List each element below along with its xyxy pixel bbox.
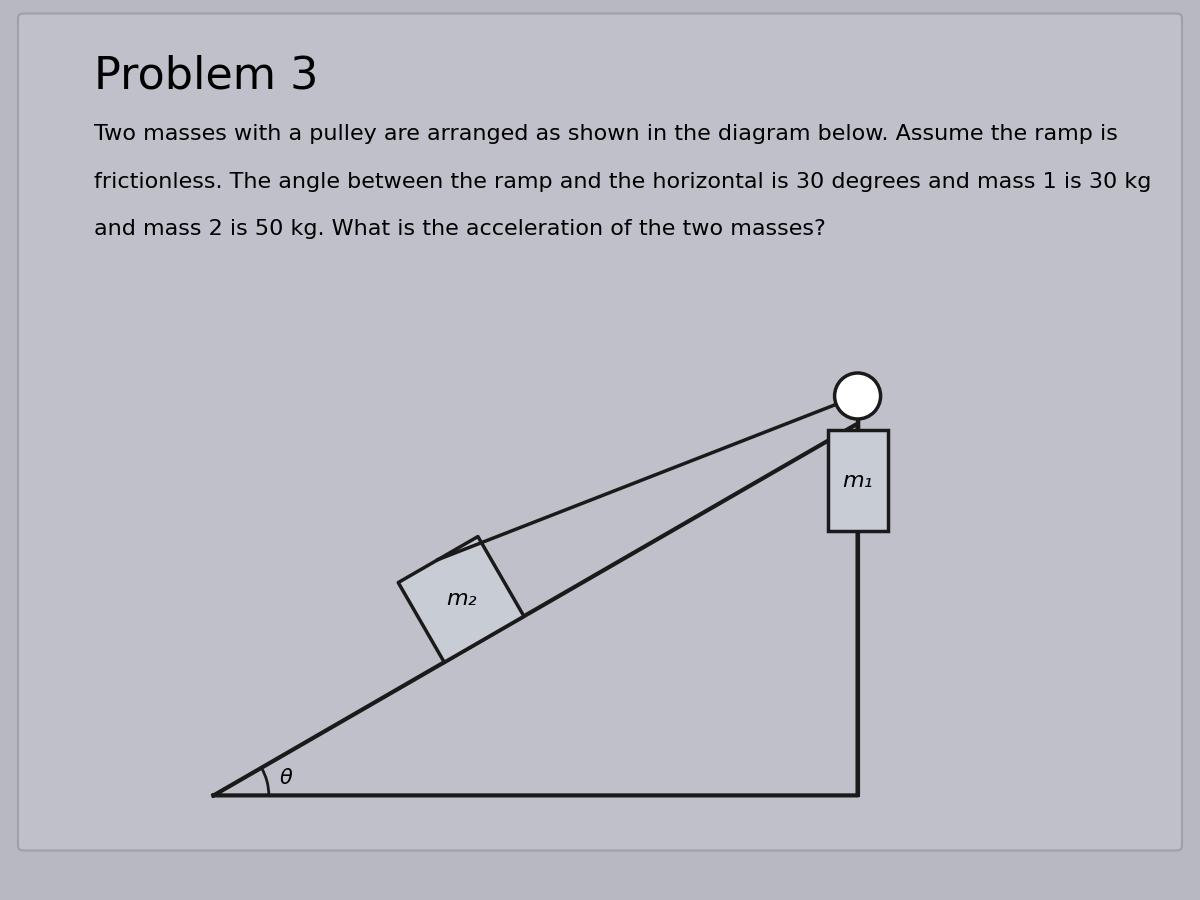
Circle shape <box>835 373 881 419</box>
Text: Two masses with a pulley are arranged as shown in the diagram below. Assume the : Two masses with a pulley are arranged as… <box>94 124 1118 144</box>
Text: and mass 2 is 50 kg. What is the acceleration of the two masses?: and mass 2 is 50 kg. What is the acceler… <box>94 220 826 239</box>
Text: Problem 3: Problem 3 <box>94 55 318 98</box>
Polygon shape <box>398 536 524 662</box>
Text: m₁: m₁ <box>842 471 872 491</box>
Text: frictionless. The angle between the ramp and the horizontal is 30 degrees and ma: frictionless. The angle between the ramp… <box>94 172 1151 192</box>
Text: θ: θ <box>280 768 293 788</box>
Bar <box>828 430 888 531</box>
Text: m₂: m₂ <box>446 590 476 609</box>
Polygon shape <box>214 424 858 796</box>
